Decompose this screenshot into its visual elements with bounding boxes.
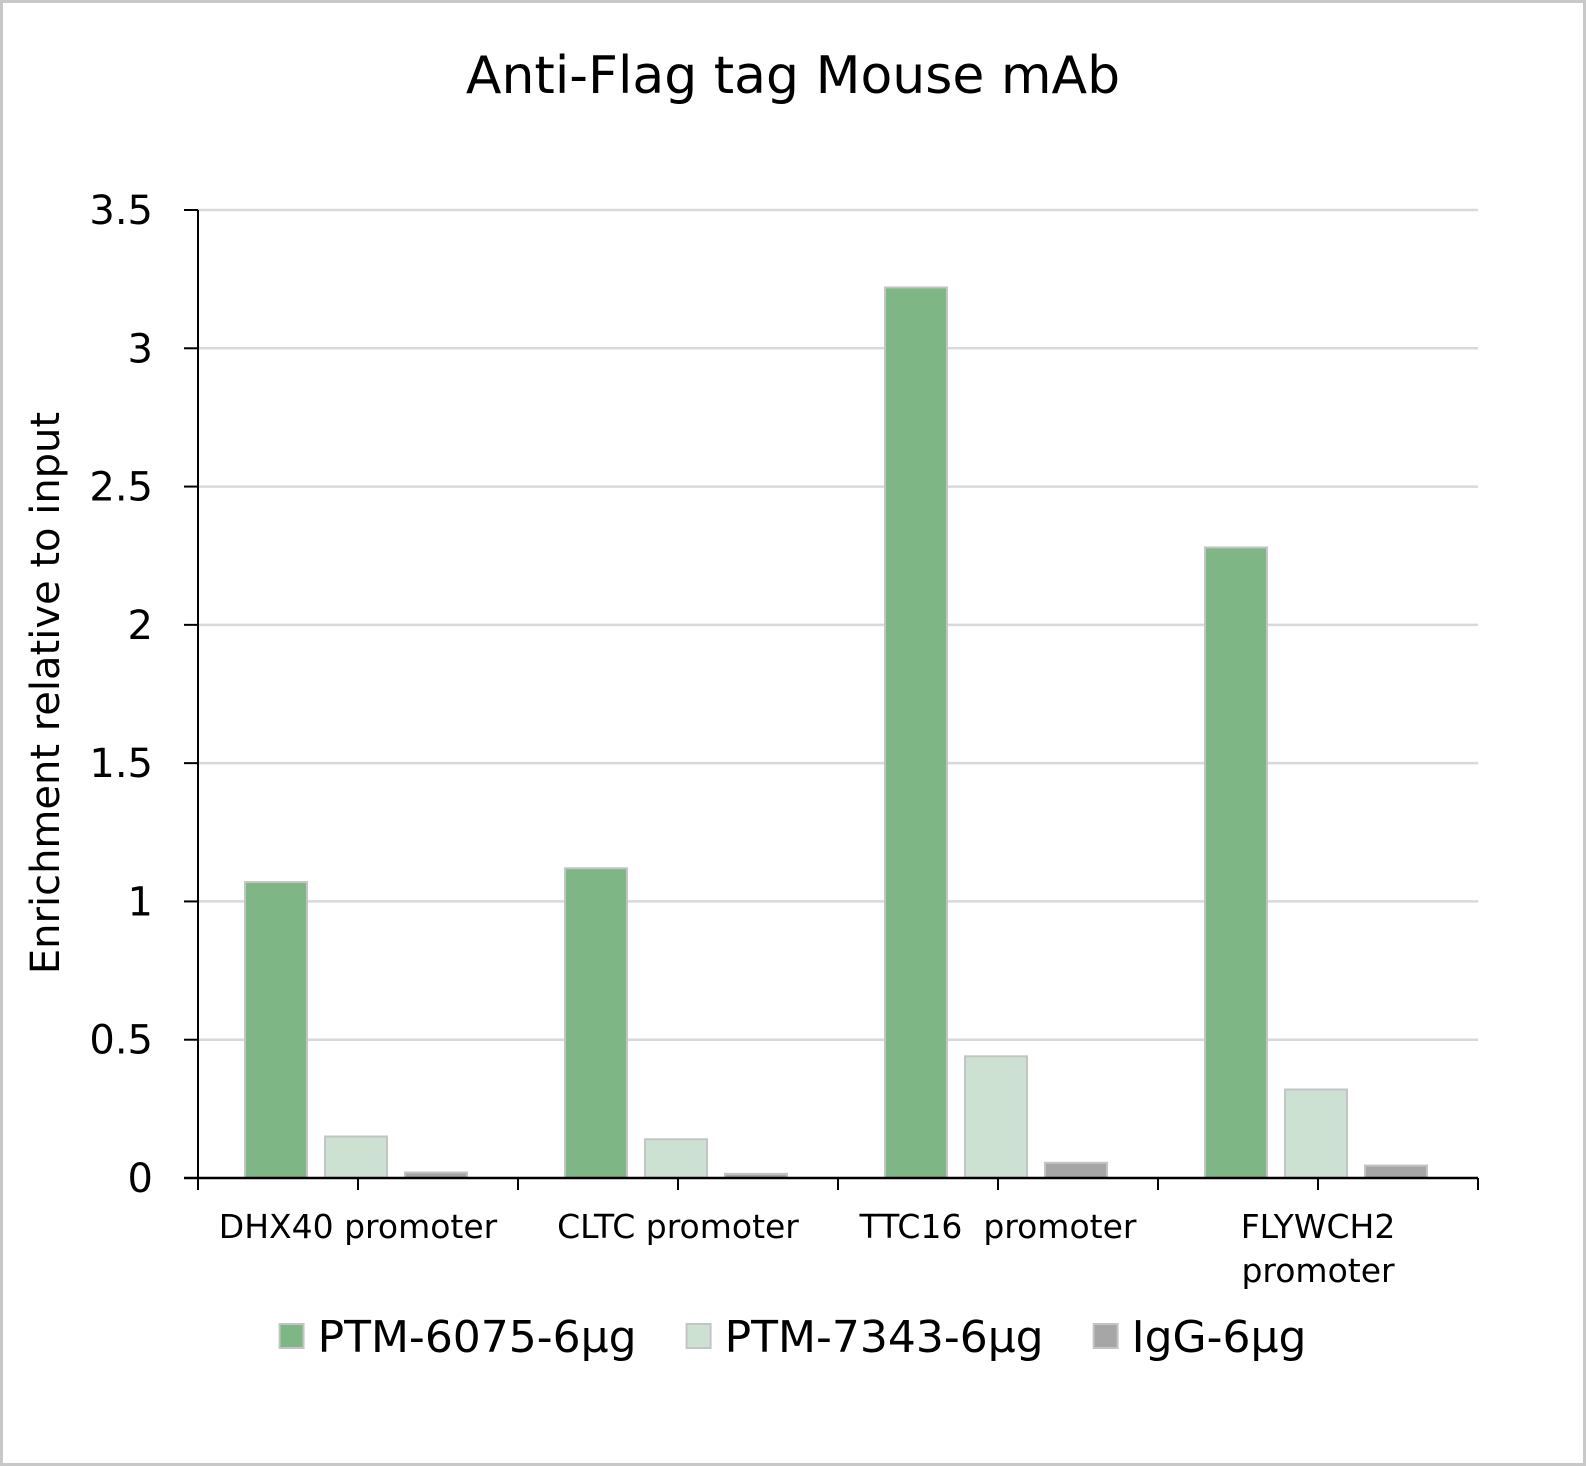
legend-item: PTM-6075-6μg — [278, 1312, 637, 1363]
bar — [884, 286, 948, 1179]
y-tick-label: 2 — [128, 603, 153, 649]
legend-label: IgG-6μg — [1132, 1312, 1307, 1363]
bar — [324, 1135, 388, 1179]
bar — [1284, 1088, 1348, 1180]
legend-label: PTM-7343-6μg — [725, 1312, 1044, 1363]
legend-swatch — [1092, 1323, 1119, 1349]
y-tick-label: 2.5 — [89, 465, 153, 511]
x-category-label: CLTC promoter — [557, 1207, 799, 1246]
bar — [244, 881, 308, 1179]
x-category-label: promoter — [1241, 1251, 1395, 1290]
legend-swatch — [685, 1323, 712, 1349]
y-tick-label: 1 — [128, 879, 153, 925]
legend-item: IgG-6μg — [1092, 1312, 1307, 1363]
y-tick-label: 3.5 — [89, 188, 153, 234]
y-tick-label: 0 — [128, 1156, 153, 1202]
bar — [964, 1055, 1028, 1180]
bar — [644, 1138, 708, 1180]
legend: PTM-6075-6μg PTM-7343-6μg IgG-6μg — [278, 1312, 1307, 1363]
bar — [1204, 546, 1268, 1179]
bar — [564, 867, 628, 1179]
bars — [244, 286, 1428, 1180]
chart-title: Anti-Flag tag Mouse mAb — [466, 46, 1120, 106]
x-category-label: TTC16 promoter — [859, 1207, 1137, 1246]
y-tick-label: 0.5 — [89, 1018, 153, 1064]
y-tick-label: 3 — [128, 326, 153, 372]
x-category-labels: DHX40 promoter CLTC promoter TTC16 promote… — [219, 1207, 1396, 1290]
x-category-label: FLYWCH2 — [1241, 1207, 1396, 1246]
y-tick-labels: 0 0.5 1 1.5 2 2.5 3 3.5 — [89, 188, 153, 1202]
legend-swatch — [278, 1323, 305, 1349]
y-axis-label: Enrichment relative to input — [23, 412, 69, 974]
x-category-label: DHX40 promoter — [219, 1207, 498, 1246]
gridlines — [198, 208, 1478, 1041]
axes — [184, 209, 1479, 1190]
legend-item: PTM-7343-6μg — [685, 1312, 1044, 1363]
bar — [1044, 1161, 1108, 1180]
y-tick-label: 1.5 — [89, 741, 153, 787]
bar-chart: Anti-Flag tag Mouse mAb 0 0.5 1 1.5 2 2.5 3 3.5… — [23, 46, 1479, 1363]
legend-label: PTM-6075-6μg — [318, 1312, 637, 1363]
bar — [1364, 1164, 1428, 1180]
